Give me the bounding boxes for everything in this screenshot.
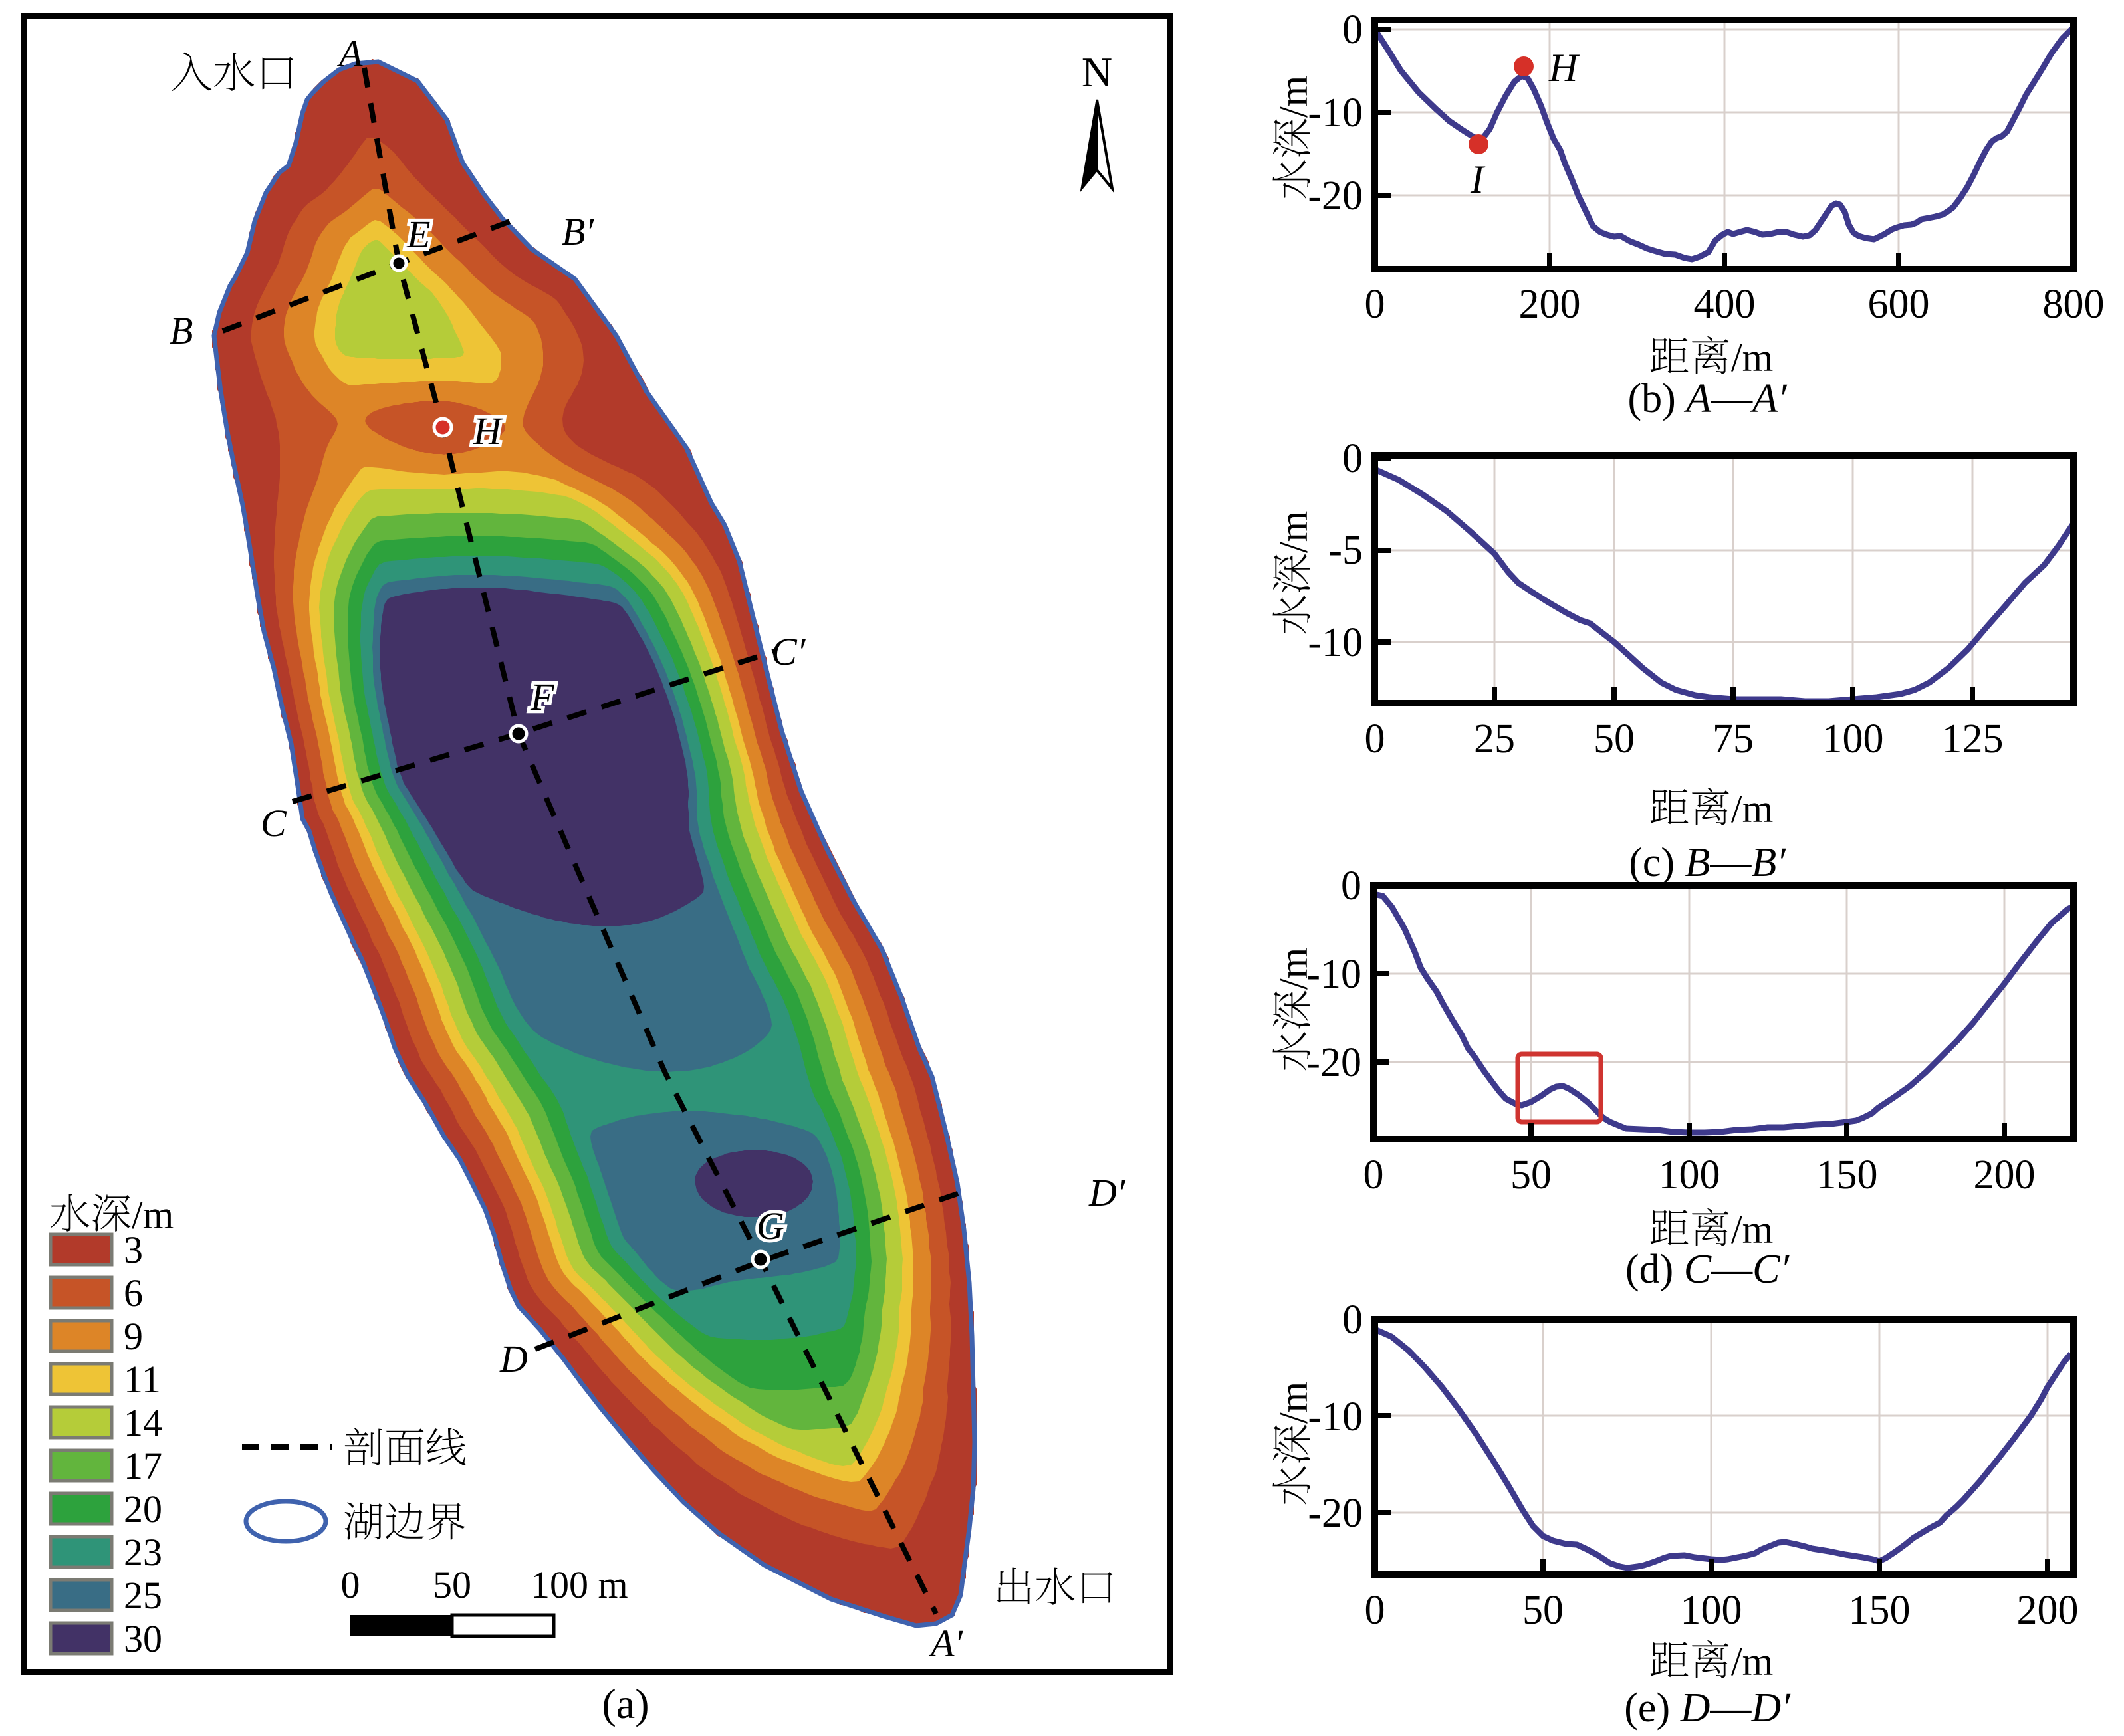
svg-text:100: 100 — [1681, 1588, 1742, 1633]
svg-text:D: D — [499, 1337, 528, 1380]
svg-text:0: 0 — [1342, 436, 1363, 481]
svg-text:(c) B—B′: (c) B—B′ — [1629, 840, 1786, 885]
svg-text:100: 100 — [1822, 716, 1884, 762]
svg-text:H: H — [473, 409, 503, 453]
svg-text:B′: B′ — [562, 210, 594, 253]
svg-text:N: N — [1082, 49, 1112, 96]
svg-text:50: 50 — [433, 1563, 471, 1606]
svg-text:(b) A—A′: (b) A—A′ — [1627, 376, 1788, 421]
svg-text:150: 150 — [1816, 1152, 1878, 1198]
svg-text:200: 200 — [1519, 282, 1581, 327]
svg-text:14: 14 — [124, 1401, 162, 1444]
svg-text:-10: -10 — [1306, 952, 1361, 997]
svg-text:17: 17 — [124, 1444, 162, 1487]
svg-text:(e) D—D′: (e) D—D′ — [1624, 1685, 1791, 1731]
svg-text:I: I — [1470, 158, 1486, 201]
svg-text:B: B — [170, 309, 193, 352]
svg-text:100 m: 100 m — [531, 1563, 628, 1606]
svg-text:/m: /m — [132, 1193, 174, 1237]
svg-text:F: F — [530, 675, 554, 718]
svg-text:-10: -10 — [1308, 90, 1363, 136]
svg-text:-20: -20 — [1308, 1491, 1363, 1536]
svg-text:0: 0 — [1341, 863, 1361, 909]
svg-text:D′: D′ — [1088, 1171, 1126, 1214]
svg-text:50: 50 — [1522, 1588, 1564, 1633]
svg-text:23: 23 — [124, 1531, 162, 1574]
svg-text:-10: -10 — [1308, 620, 1363, 665]
svg-text:/m: /m — [1731, 1640, 1773, 1683]
svg-text:25: 25 — [124, 1574, 162, 1617]
svg-text:0: 0 — [1365, 716, 1385, 762]
svg-text:400: 400 — [1694, 282, 1756, 327]
svg-text:/m: /m — [1272, 948, 1316, 990]
svg-text:0: 0 — [1365, 1588, 1385, 1633]
svg-text:(d) C—C′: (d) C—C′ — [1625, 1247, 1790, 1292]
svg-text:A′: A′ — [928, 1622, 963, 1665]
svg-text:125: 125 — [1942, 716, 2004, 762]
svg-text:30: 30 — [124, 1617, 162, 1660]
svg-text:/m: /m — [1731, 787, 1773, 831]
svg-text:0: 0 — [1363, 1152, 1384, 1198]
svg-text:E: E — [406, 213, 430, 256]
svg-text:(a): (a) — [602, 1680, 649, 1727]
svg-text:C: C — [261, 802, 287, 845]
svg-text:200: 200 — [1974, 1152, 2036, 1198]
svg-text:25: 25 — [1474, 716, 1515, 762]
svg-text:75: 75 — [1712, 716, 1754, 762]
svg-text:200: 200 — [2017, 1588, 2079, 1633]
svg-text:50: 50 — [1510, 1152, 1552, 1198]
svg-text:/m: /m — [1731, 336, 1773, 380]
svg-text:/m: /m — [1272, 1382, 1316, 1424]
svg-text:3: 3 — [124, 1228, 143, 1271]
svg-text:0: 0 — [1365, 282, 1385, 327]
svg-text:800: 800 — [2043, 282, 2105, 327]
svg-text:-5: -5 — [1328, 528, 1363, 573]
svg-text:-10: -10 — [1308, 1394, 1363, 1440]
svg-text:11: 11 — [124, 1358, 161, 1401]
svg-text:H: H — [1548, 46, 1580, 90]
svg-text:G: G — [757, 1204, 784, 1248]
svg-text:/m: /m — [1731, 1208, 1773, 1251]
svg-text:100: 100 — [1659, 1152, 1720, 1198]
svg-text:20: 20 — [124, 1487, 162, 1531]
svg-text:C′: C′ — [771, 630, 806, 673]
svg-text:150: 150 — [1849, 1588, 1911, 1633]
svg-text:600: 600 — [1868, 282, 1930, 327]
svg-text:/m: /m — [1272, 511, 1316, 553]
svg-text:A: A — [336, 32, 363, 75]
svg-text:0: 0 — [1342, 1297, 1363, 1343]
svg-text:-20: -20 — [1308, 173, 1363, 219]
svg-text:6: 6 — [124, 1271, 143, 1315]
svg-text:0: 0 — [341, 1563, 360, 1606]
svg-text:-20: -20 — [1306, 1040, 1361, 1085]
svg-text:0: 0 — [1342, 7, 1363, 53]
svg-text:50: 50 — [1593, 716, 1635, 762]
svg-text:9: 9 — [124, 1315, 143, 1358]
svg-text:/m: /m — [1272, 76, 1316, 118]
